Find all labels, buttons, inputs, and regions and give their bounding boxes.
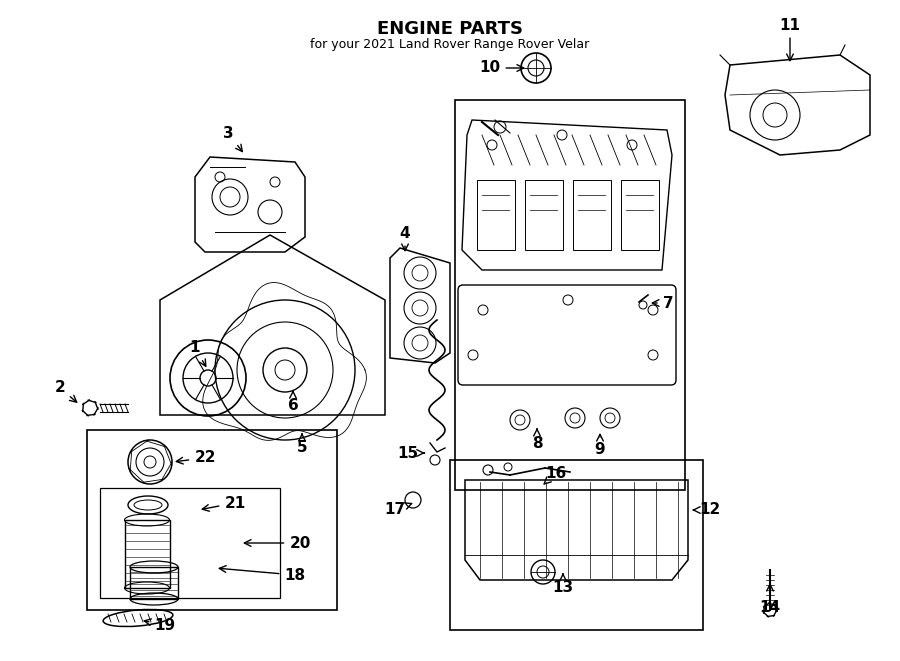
Text: 4: 4 bbox=[400, 225, 410, 251]
Text: 15: 15 bbox=[398, 446, 424, 461]
Text: 14: 14 bbox=[760, 584, 780, 615]
Text: 7: 7 bbox=[652, 295, 673, 311]
Text: for your 2021 Land Rover Range Rover Velar: for your 2021 Land Rover Range Rover Vel… bbox=[310, 38, 590, 51]
Bar bbox=[130, 567, 178, 599]
Text: 2: 2 bbox=[55, 381, 76, 402]
Text: 21: 21 bbox=[202, 496, 246, 511]
Text: 20: 20 bbox=[244, 535, 310, 551]
Text: ENGINE PARTS: ENGINE PARTS bbox=[377, 20, 523, 38]
Text: 19: 19 bbox=[144, 617, 176, 633]
Text: 10: 10 bbox=[480, 61, 524, 75]
Text: 1: 1 bbox=[190, 340, 206, 366]
Bar bbox=[455, 100, 685, 490]
Text: 22: 22 bbox=[176, 451, 216, 465]
Text: 12: 12 bbox=[693, 502, 721, 518]
Bar bbox=[525, 180, 563, 250]
Bar bbox=[87, 430, 337, 610]
Text: 11: 11 bbox=[779, 17, 800, 61]
Bar bbox=[621, 180, 659, 250]
Bar bbox=[125, 520, 170, 588]
Text: 5: 5 bbox=[297, 434, 307, 455]
Bar bbox=[100, 488, 280, 598]
Bar bbox=[573, 180, 611, 250]
Text: 8: 8 bbox=[532, 429, 543, 451]
Bar bbox=[477, 180, 515, 250]
Text: 18: 18 bbox=[220, 566, 306, 582]
Text: 17: 17 bbox=[384, 502, 411, 518]
Text: 13: 13 bbox=[553, 574, 573, 596]
Text: 3: 3 bbox=[222, 126, 242, 151]
Bar bbox=[450, 460, 703, 630]
Text: 16: 16 bbox=[544, 465, 567, 484]
Text: 9: 9 bbox=[595, 434, 606, 457]
Text: 6: 6 bbox=[288, 391, 299, 412]
